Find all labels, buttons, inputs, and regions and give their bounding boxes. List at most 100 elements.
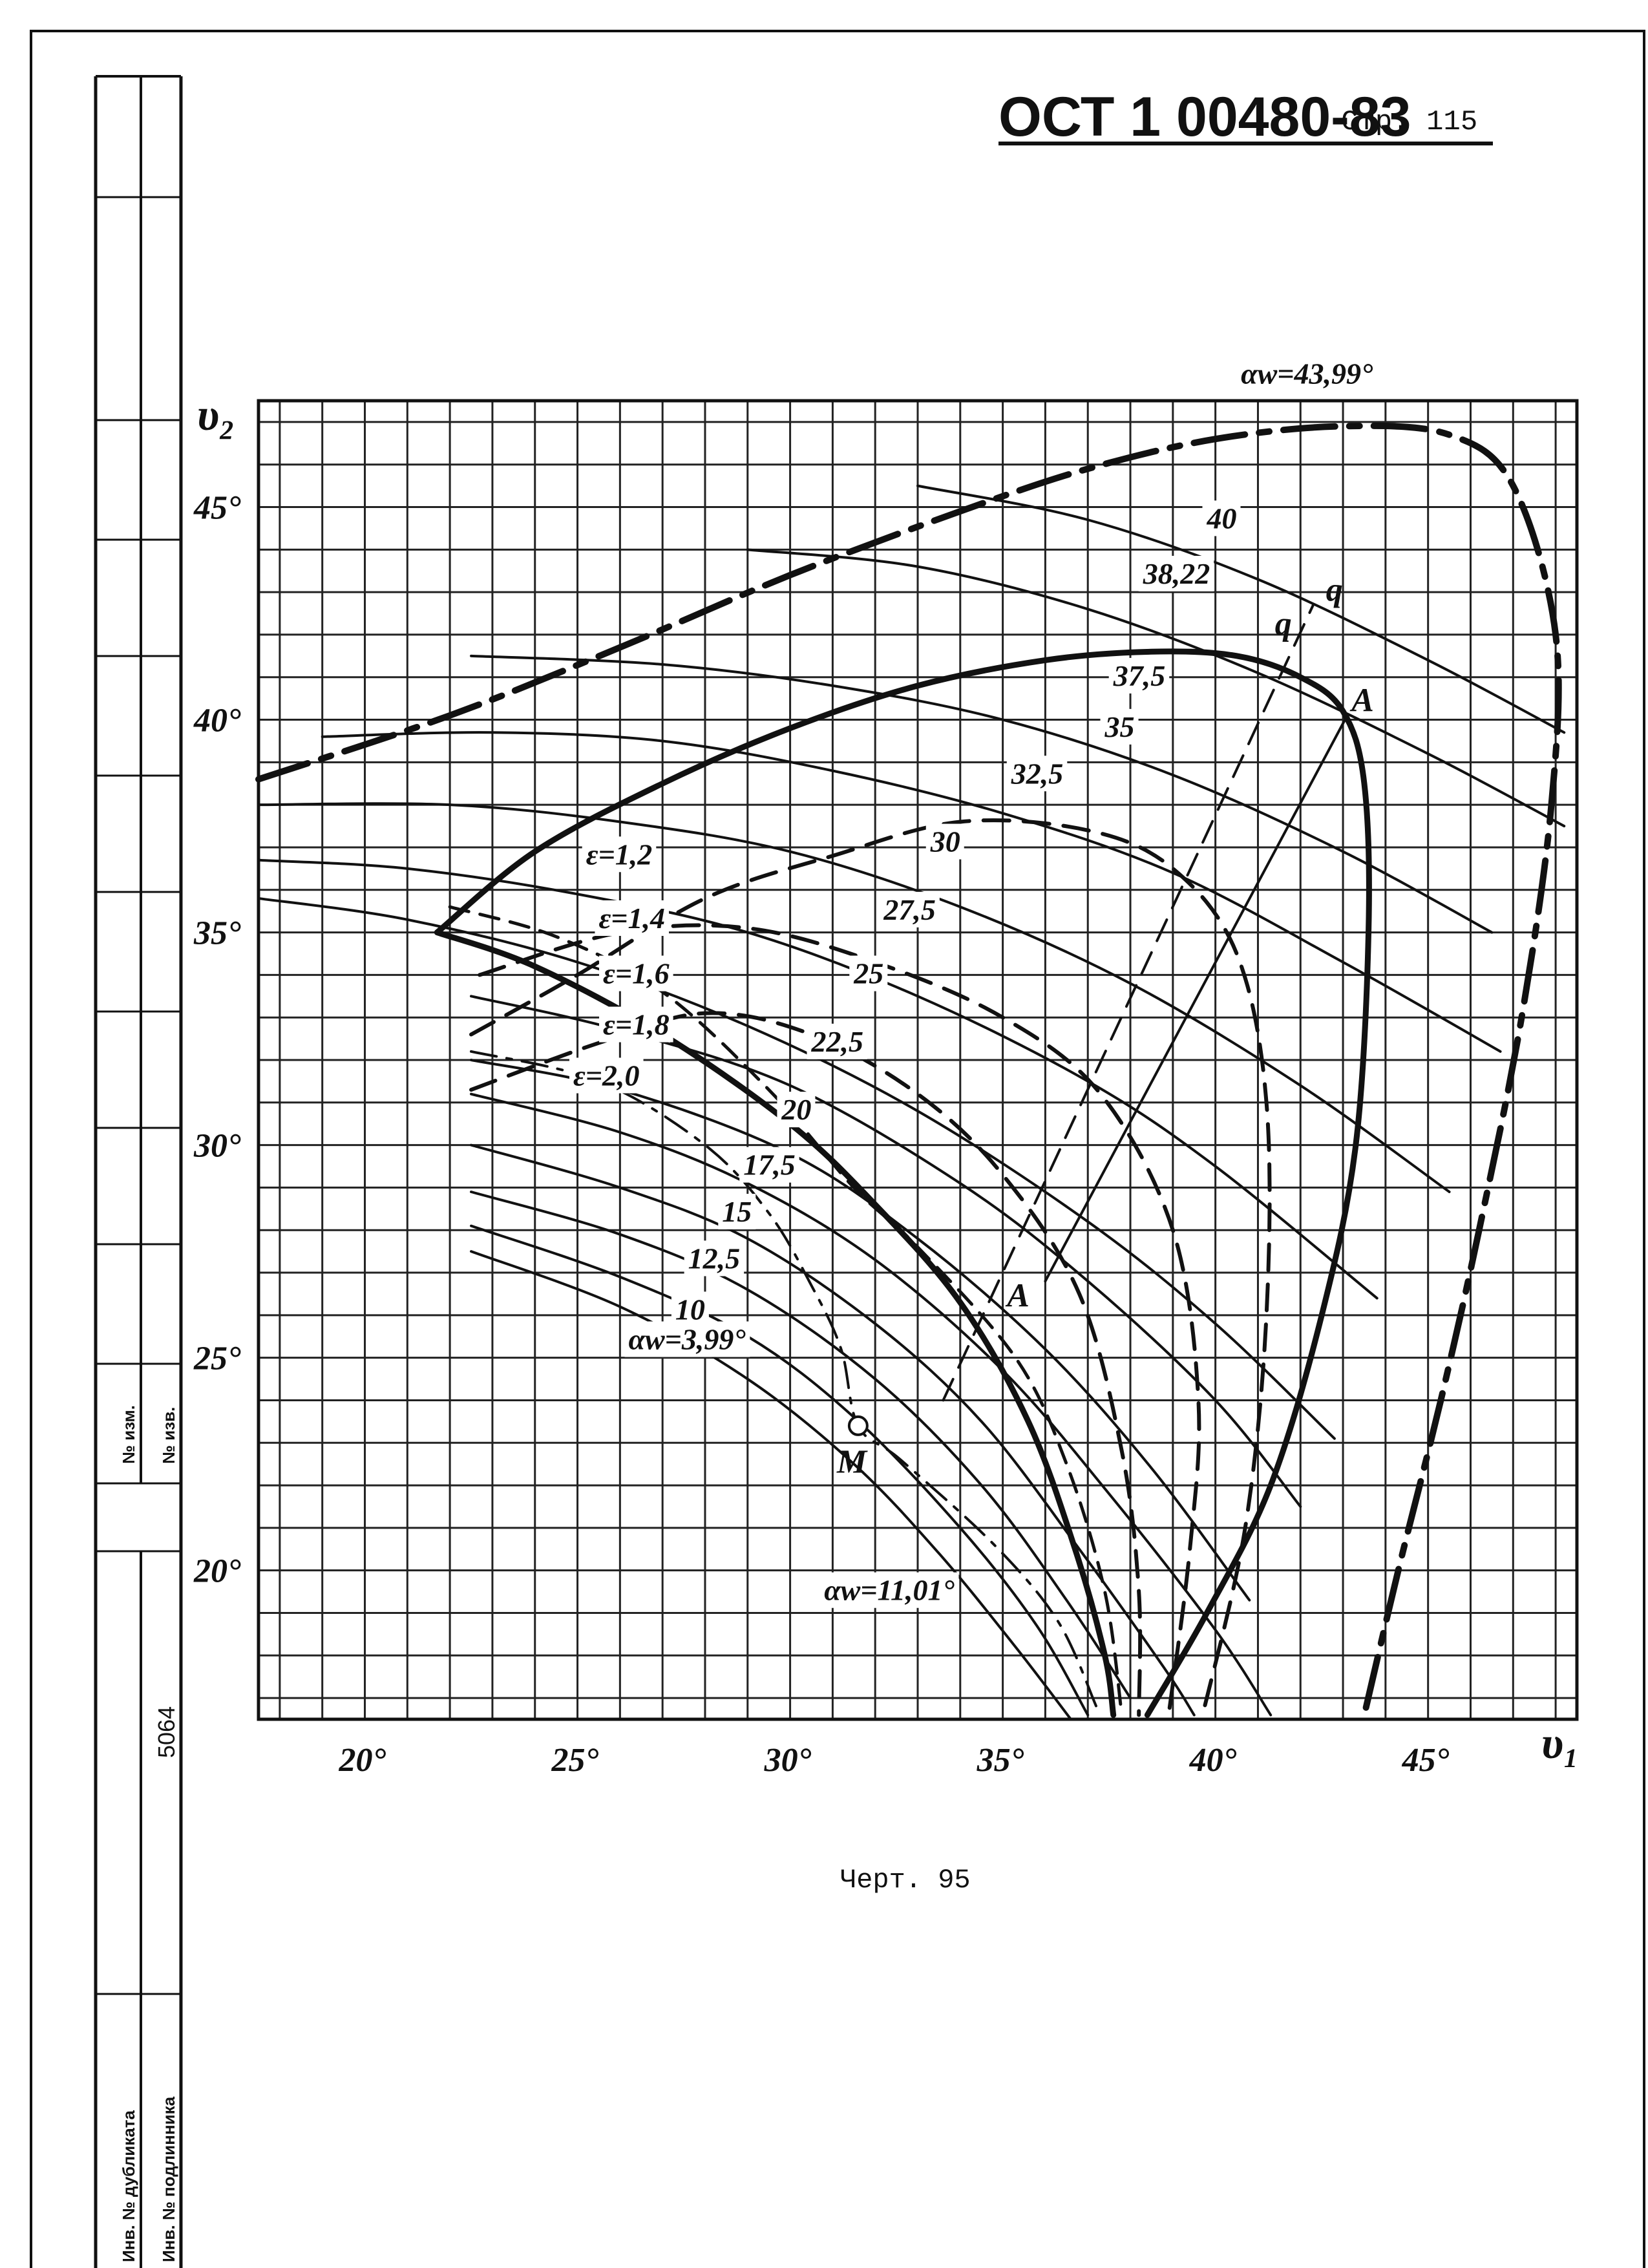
series-line--2-0 bbox=[469, 1011, 1143, 1717]
series-label-bg bbox=[624, 1321, 750, 1357]
y-tick-label: 20° bbox=[193, 1553, 241, 1590]
series-line--w-43-99- bbox=[255, 422, 1562, 1719]
series-label-bg bbox=[820, 1572, 959, 1608]
series-label: 10 bbox=[675, 1293, 705, 1326]
series-label: 20 bbox=[781, 1093, 811, 1126]
chart: 40 38,22 37,5 35 32,5 30 27,525 22,5 20 17,5 15 12,… bbox=[193, 355, 1579, 1779]
sheet-border bbox=[30, 30, 1645, 2268]
series-label-bg bbox=[1108, 657, 1170, 694]
series-label: 32,5 bbox=[1011, 757, 1064, 790]
series-label: 17,5 bbox=[743, 1149, 796, 1182]
series-label-bg bbox=[925, 823, 964, 860]
series-label-bg bbox=[569, 1057, 644, 1094]
y-tick-label: 35° bbox=[193, 915, 241, 952]
figure-caption: Черт. 95 bbox=[840, 1865, 971, 1896]
x-tick-label: 35° bbox=[977, 1742, 1024, 1779]
series-label: 12,5 bbox=[688, 1242, 741, 1275]
series-label-bg bbox=[1237, 355, 1377, 392]
series-label-bg bbox=[671, 1291, 709, 1328]
stamp-field-izm: № изм. bbox=[119, 1405, 138, 1464]
series-line-38-22 bbox=[746, 548, 1566, 828]
series-label: ε=1,8 bbox=[603, 1008, 670, 1041]
annotation-label: A bbox=[1349, 682, 1374, 719]
x-tick-label: 20° bbox=[339, 1742, 386, 1779]
series-label: 22,5 bbox=[810, 1025, 863, 1058]
series-label: 37,5 bbox=[1113, 659, 1166, 692]
x-tick-label: 30° bbox=[764, 1742, 812, 1779]
x-axis-label: υ₁ bbox=[1541, 1719, 1579, 1768]
series-label-bg bbox=[1138, 555, 1214, 591]
series-label: ε=1,2 bbox=[586, 838, 653, 871]
series-label: 30 bbox=[930, 825, 960, 858]
plot-frame bbox=[257, 399, 1579, 1721]
series-label-bg bbox=[684, 1240, 745, 1277]
series-label-bg bbox=[739, 1147, 799, 1183]
series-label: ε=2,0 bbox=[573, 1059, 640, 1092]
series-line-30 bbox=[257, 858, 1379, 1300]
side-stamp: № изм. № изв. 5064 Инв. № дубликата Инв.… bbox=[94, 75, 183, 2268]
series-line-q-q bbox=[942, 603, 1315, 1402]
series-line-15 bbox=[470, 1191, 1132, 1700]
series-line--1-8 bbox=[478, 923, 1201, 1717]
series-label-bg bbox=[1100, 708, 1139, 745]
stamp-field-original: Инв. № подлинника bbox=[159, 2096, 178, 2262]
series-label-bg bbox=[599, 1006, 673, 1043]
stamp-field-duplicate: Инв. № дубликата bbox=[119, 2110, 138, 2262]
chart-labels: 40 38,22 37,5 35 32,5 30 27,525 22,5 20 17,5 15 12,… bbox=[569, 355, 1377, 1608]
stamp-number: 5064 bbox=[153, 1706, 180, 1758]
annotation-label: q bbox=[1326, 571, 1343, 608]
document-code: ОСТ 1 00480-83 bbox=[998, 86, 1411, 148]
series-label: αw=3,99° bbox=[629, 1322, 746, 1355]
series-label-bg bbox=[807, 1023, 867, 1059]
series-line-27-5 bbox=[257, 896, 1336, 1440]
y-tick-label: 30° bbox=[193, 1128, 241, 1165]
series-label: αw=11,01° bbox=[824, 1574, 955, 1607]
series-label-bg bbox=[599, 955, 673, 991]
series-label: 27,5 bbox=[883, 893, 936, 926]
series-label-bg bbox=[777, 1092, 816, 1128]
x-tick-label: 45° bbox=[1402, 1742, 1450, 1779]
x-tick-label: 40° bbox=[1189, 1742, 1237, 1779]
y-tick-label: 25° bbox=[193, 1341, 241, 1377]
x-tick-label: 25° bbox=[551, 1742, 599, 1779]
series-line-12-5 bbox=[470, 1224, 1090, 1717]
series-label-bg bbox=[582, 836, 657, 873]
series-label: 35 bbox=[1104, 710, 1135, 743]
annotation-label: M bbox=[836, 1443, 868, 1480]
series-label-bg bbox=[1202, 500, 1241, 536]
series-label-bg bbox=[1006, 756, 1068, 792]
y-tick-label: 40° bbox=[193, 703, 241, 739]
annotation-label: q bbox=[1275, 606, 1292, 642]
point-m-marker bbox=[847, 1415, 869, 1436]
series-label: 15 bbox=[722, 1195, 752, 1228]
series-label-bg bbox=[718, 1194, 756, 1230]
annotation-label: A bbox=[1005, 1278, 1030, 1315]
series-label: 25 bbox=[853, 957, 883, 990]
stamp-field-izv: № изв. bbox=[159, 1407, 178, 1464]
series-line-17-5 bbox=[470, 1143, 1196, 1717]
chart-grid bbox=[257, 399, 1579, 1721]
series-line-10 bbox=[470, 1250, 1072, 1721]
series-label: αw=43,99° bbox=[1241, 357, 1373, 390]
series-line--w-3-99- bbox=[470, 1050, 1098, 1708]
series-line-20 bbox=[470, 1092, 1273, 1717]
series-label-bg bbox=[595, 900, 670, 936]
y-axis-label: υ₂ bbox=[197, 390, 235, 440]
y-tick-label: 45° bbox=[193, 490, 241, 527]
series-label-bg bbox=[849, 955, 888, 991]
series-line--1-6 bbox=[469, 818, 1272, 1717]
series-label: ε=1,6 bbox=[603, 957, 670, 990]
series-line--1-4 bbox=[434, 929, 1117, 1718]
page-label: Стр. 115 bbox=[1341, 106, 1477, 138]
series-line-A-A bbox=[1044, 714, 1349, 1283]
series-line-37-5 bbox=[470, 654, 1494, 934]
series-line-32-5 bbox=[257, 802, 1451, 1193]
chart-series bbox=[255, 422, 1566, 1721]
chart-ticks: 20° 25° 30° 35° 40° 45° 20° 25° 30° 35° 40° 45° bbox=[193, 490, 1450, 1779]
series-line-35 bbox=[321, 731, 1502, 1053]
header: ОСТ 1 00480-83 Стр. 115 bbox=[998, 86, 1493, 148]
series-label: 38,22 bbox=[1143, 557, 1210, 590]
series-label: 40 bbox=[1206, 502, 1236, 535]
series-label-bg bbox=[879, 891, 940, 927]
series-line--1-2 bbox=[434, 648, 1372, 1718]
